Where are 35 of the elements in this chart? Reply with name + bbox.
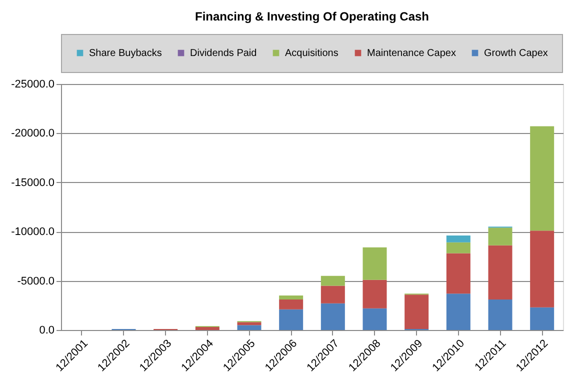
bar <box>530 126 554 231</box>
bar <box>362 308 387 330</box>
legend-label: Dividends Paid <box>190 48 257 59</box>
bar <box>320 276 345 286</box>
bar <box>237 325 262 330</box>
chart-title: Financing & Investing Of Operating Cash <box>194 10 430 24</box>
y-tick-label: -5000.0 <box>17 275 54 288</box>
bar <box>320 303 345 330</box>
y-tick-label: -10000.0 <box>11 226 54 238</box>
bar <box>195 327 220 330</box>
bar <box>404 294 429 330</box>
legend-label: Acquisitions <box>285 48 338 59</box>
bar <box>279 309 304 330</box>
bar <box>320 286 345 304</box>
legend-label: Maintenance Capex <box>367 48 456 59</box>
bar <box>446 242 470 254</box>
bar <box>362 280 387 308</box>
legend-label: Growth Capex <box>484 48 548 59</box>
bar <box>446 236 470 242</box>
bar <box>530 230 554 308</box>
bar <box>279 299 304 310</box>
bar <box>279 296 304 300</box>
bar <box>446 294 470 330</box>
bar <box>237 322 262 326</box>
y-tick-label: -20000.0 <box>11 128 54 140</box>
bar <box>530 307 554 330</box>
bar <box>446 253 470 294</box>
y-tick-label: -25000.0 <box>11 78 54 90</box>
y-tick-label: -15000.0 <box>11 176 54 189</box>
bar <box>488 245 512 300</box>
bar <box>488 299 512 330</box>
bar <box>488 228 512 246</box>
legend-label: Share Buybacks <box>89 48 162 59</box>
y-tick-label: 0.0 <box>39 324 54 336</box>
bar <box>362 247 387 280</box>
